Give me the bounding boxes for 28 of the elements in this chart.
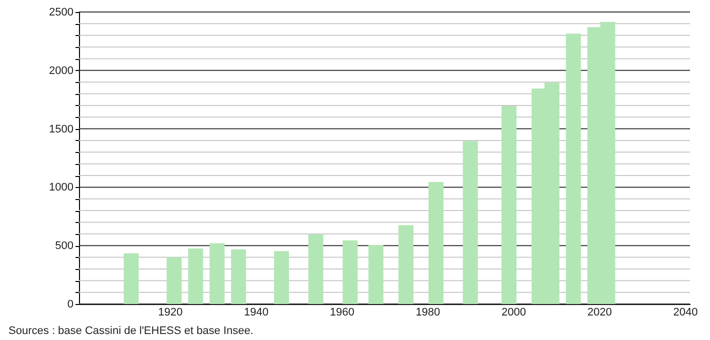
x-tick-label: 2000 — [502, 306, 526, 318]
y-tick-label: 500 — [55, 240, 74, 252]
y-tick-label: 2500 — [49, 6, 74, 18]
x-tick-label: 2040 — [673, 306, 698, 318]
source-note: Sources : base Cassini de l'EHESS et base Insee. — [8, 325, 254, 337]
y-tick-label: 2000 — [49, 64, 74, 77]
y-tick-label: 1000 — [49, 182, 74, 194]
y-tick-label: 1500 — [49, 123, 74, 136]
bar — [462, 141, 478, 304]
x-tick-label: 1920 — [158, 306, 183, 318]
bar — [428, 182, 444, 304]
bar — [368, 245, 384, 304]
bar — [398, 225, 414, 304]
y-tick-label: 0 — [67, 298, 74, 310]
bar — [342, 240, 358, 304]
bar — [210, 243, 225, 304]
bar — [274, 251, 289, 304]
x-tick-label: 1940 — [244, 306, 268, 318]
bar — [188, 248, 204, 304]
x-tick-label: 1960 — [330, 306, 354, 318]
bar — [308, 234, 324, 304]
bar — [501, 106, 516, 304]
bar — [124, 253, 139, 304]
bar — [566, 34, 581, 304]
x-tick-label: 2020 — [587, 306, 612, 318]
bar — [231, 249, 246, 304]
x-tick-label: 1980 — [416, 306, 440, 318]
bar — [166, 257, 182, 304]
